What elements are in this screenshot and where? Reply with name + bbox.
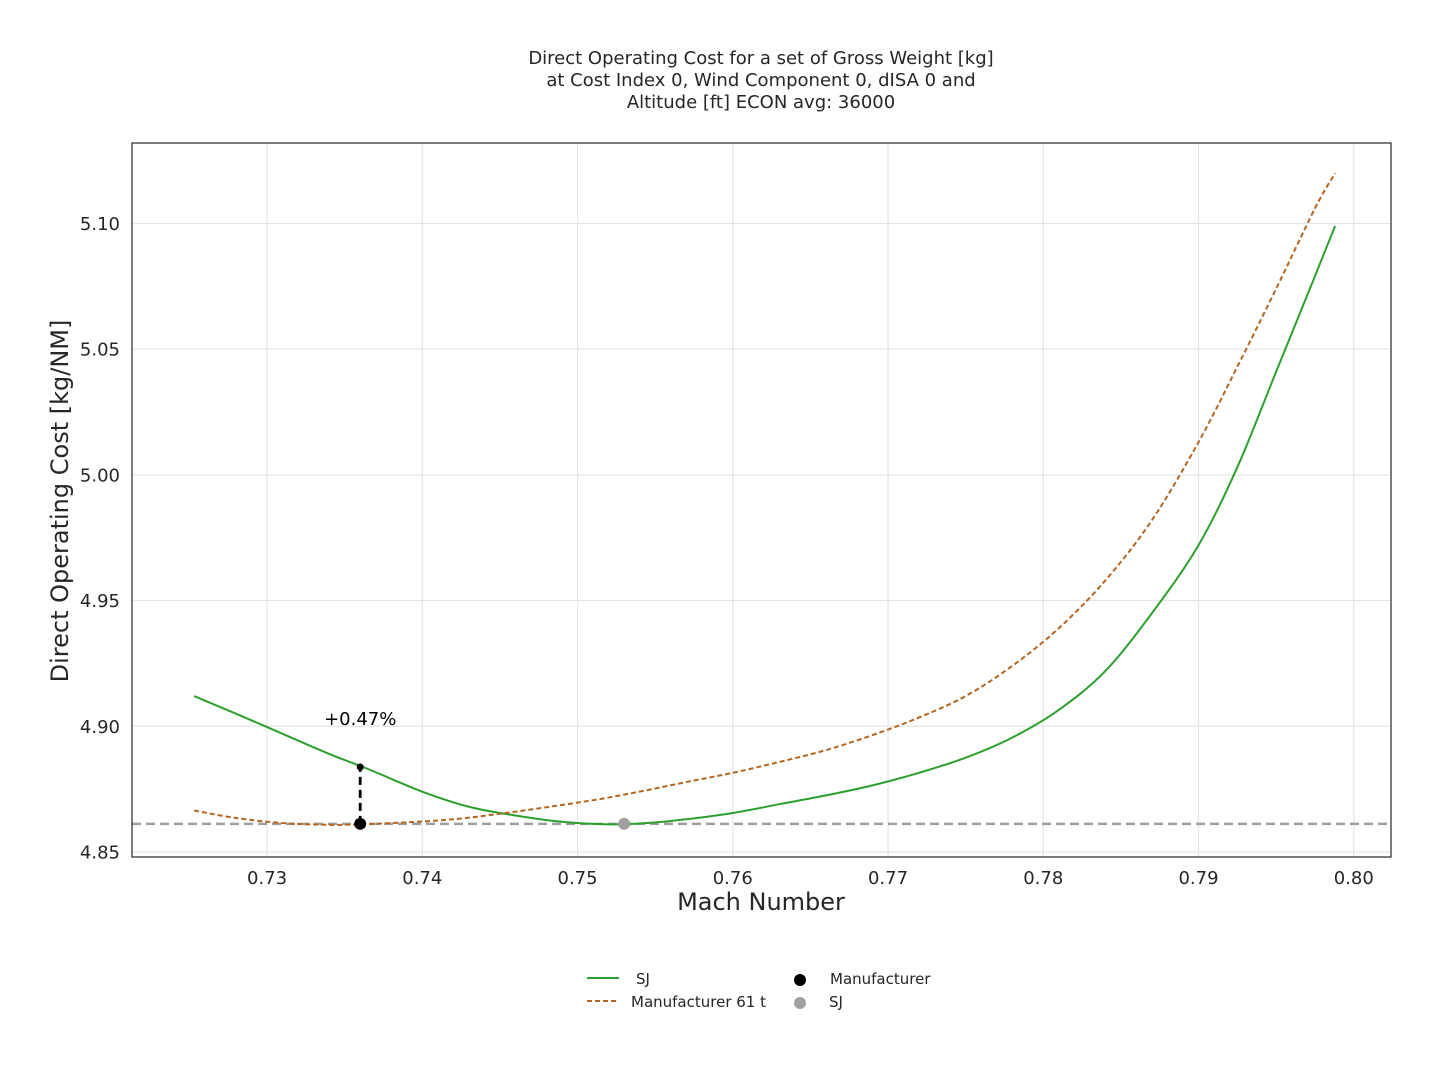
chart-title: Direct Operating Cost for a set of Gross… <box>528 48 993 113</box>
y-tick-label: 4.90 <box>80 717 120 738</box>
y-tick-label: 5.05 <box>80 340 120 361</box>
series-line-manufacturer-61-t <box>193 172 1336 826</box>
x-tick-label: 0.78 <box>1023 868 1063 889</box>
y-tick-labels: 4.85 4.90 4.95 5.00 5.05 5.10 <box>80 214 120 864</box>
x-tick-label: 0.76 <box>713 868 753 889</box>
legend-label: Manufacturer 61 t <box>631 993 766 1011</box>
y-tick-label: 5.10 <box>80 214 120 235</box>
legend: SJ Manufacturer 61 t Manufacturer SJ <box>587 970 931 1011</box>
difference-marker-group: +0.47% <box>324 709 396 824</box>
points-group <box>354 817 631 830</box>
point-manufacturer <box>354 817 367 830</box>
legend-swatch-point <box>794 974 806 986</box>
x-tick-label: 0.75 <box>558 868 598 889</box>
legend-label: Manufacturer <box>830 970 931 988</box>
x-tick-label: 0.73 <box>247 868 287 889</box>
point-sj <box>618 817 631 830</box>
y-tick-label: 4.95 <box>80 591 120 612</box>
series-group <box>193 172 1337 826</box>
chart-title-line: Direct Operating Cost for a set of Gross… <box>528 48 993 69</box>
difference-annotation: +0.47% <box>324 709 396 730</box>
chart-title-line: at Cost Index 0, Wind Component 0, dISA … <box>546 70 975 91</box>
x-tick-labels: 0.73 0.74 0.75 0.76 0.77 0.78 0.79 0.80 <box>247 868 1374 889</box>
legend-label: SJ <box>636 970 650 988</box>
y-axis-label: Direct Operating Cost [kg/NM] <box>46 320 74 683</box>
legend-label: SJ <box>829 993 843 1011</box>
x-tick-label: 0.74 <box>402 868 442 889</box>
y-tick-label: 5.00 <box>80 465 120 486</box>
series-line-sj <box>193 225 1337 826</box>
difference-top-point <box>356 763 364 771</box>
legend-swatch-point <box>794 997 806 1009</box>
x-tick-label: 0.80 <box>1334 868 1374 889</box>
chart-title-line: Altitude [ft] ECON avg: 36000 <box>627 92 895 113</box>
plot-frame <box>131 142 1392 858</box>
x-axis-label: Mach Number <box>677 888 845 916</box>
y-tick-label: 4.85 <box>80 842 120 863</box>
grid <box>132 143 1391 857</box>
x-tick-label: 0.79 <box>1178 868 1218 889</box>
x-tick-label: 0.77 <box>868 868 908 889</box>
